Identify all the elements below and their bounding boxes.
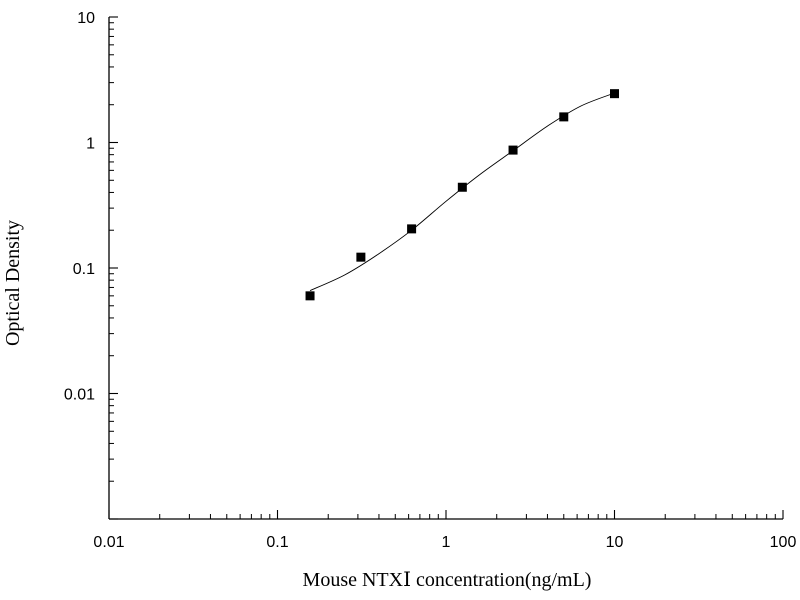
x-tick-label: 1 [442,534,451,551]
x-axis-label: Mouse NTXⅠ concentration(ng/mL) [303,569,592,591]
x-tick-label: 10 [606,534,624,551]
y-tick-label: 0.1 [73,261,95,278]
data-point [356,252,366,262]
data-point [559,112,569,122]
ticks [108,16,784,520]
data-point [305,291,315,301]
fit-curve [309,92,615,292]
y-tick-label: 10 [77,10,95,27]
x-tick-label: 100 [770,534,797,551]
data-markers [305,89,619,301]
data-point [407,224,417,234]
axes [108,17,783,520]
x-tick-label: 0.1 [266,534,288,551]
data-point [610,89,619,99]
y-axis-label: Optical Density [2,220,24,346]
tick-labels: 0.01 0.1 1 10 100 0.01 0.1 1 10 [64,10,797,551]
x-tick-label: 0.01 [93,534,124,551]
y-tick-label: 1 [86,136,95,153]
y-tick-label: 0.01 [64,387,95,404]
data-point [457,182,467,192]
data-point [508,145,518,155]
